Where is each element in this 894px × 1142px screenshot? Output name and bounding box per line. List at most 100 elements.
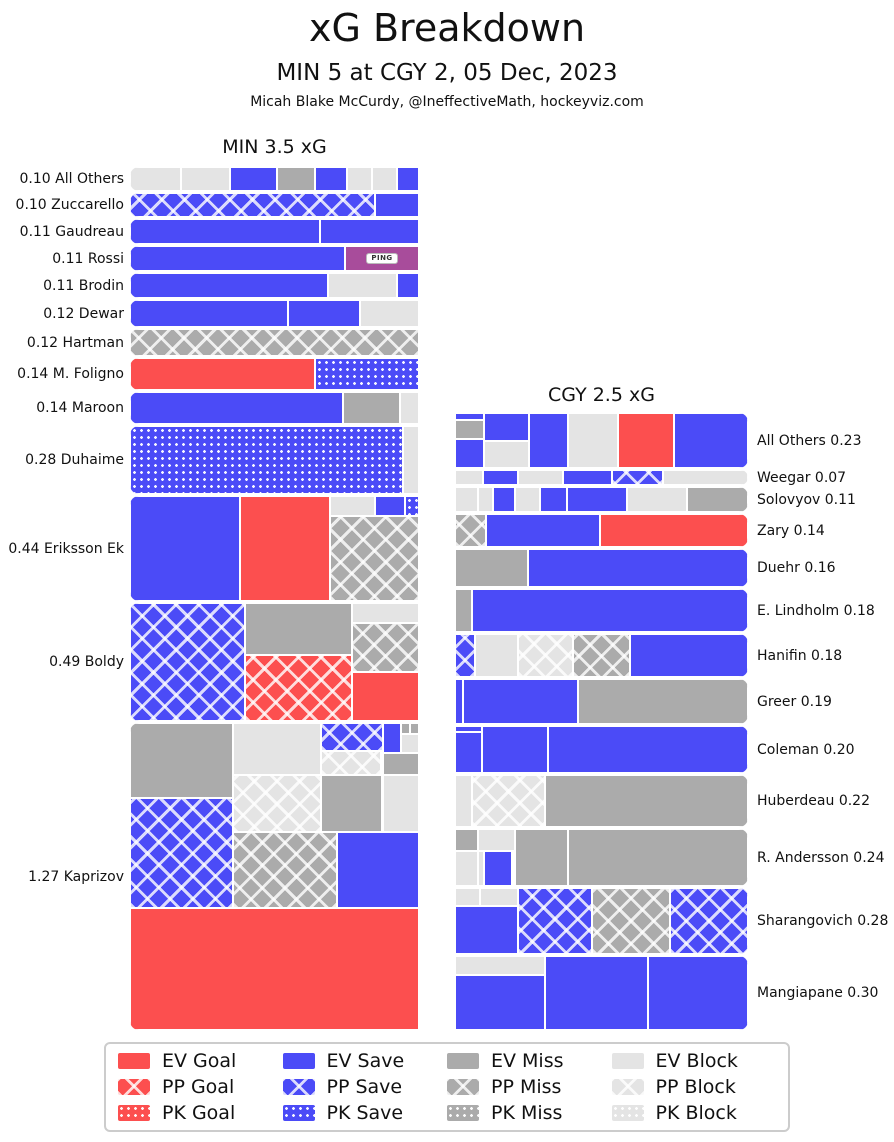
shot-block-pp-miss [232, 831, 337, 909]
legend-swatch-pp-save [282, 1079, 315, 1095]
shot-block-ev-miss [687, 487, 748, 512]
player-row-huberdeau [455, 775, 748, 827]
shot-block-pp-block [517, 634, 574, 677]
player-row-gaudreau [130, 219, 419, 244]
shot-block-ev-miss [245, 603, 352, 655]
shot-block-ev-block [474, 634, 518, 677]
shot-block-ev-block [400, 734, 419, 754]
shot-block-ev-save [397, 273, 419, 298]
legend-swatch-pp-block [611, 1079, 644, 1095]
shot-block-ev-block [347, 167, 372, 191]
shot-block-ev-block [403, 426, 419, 494]
player-label-e-lindholm: E. Lindholm 0.18 [757, 602, 875, 619]
player-label-duhaime: 0.28 Duhaime [25, 452, 124, 468]
shot-block-pp-save [612, 470, 664, 485]
player-row-r-andersson [455, 829, 748, 886]
player-label-zuccarello: 0.10 Zuccarello [15, 197, 124, 213]
shot-block-ping: PING [345, 246, 419, 271]
legend-item-ev-miss: EV Miss [447, 1050, 612, 1072]
player-label-coleman: Coleman 0.20 [757, 741, 855, 758]
legend-swatch-ev-goal [118, 1053, 150, 1069]
chart-title-cgy: CGY 2.5 xG [548, 384, 655, 406]
shot-block-ev-save [455, 413, 484, 420]
player-label-boldy: 0.49 Boldy [49, 654, 124, 670]
legend-label: PK Block [655, 1102, 737, 1124]
player-row-m-foligno [130, 358, 419, 390]
shot-block-ev-miss [382, 753, 419, 775]
shot-block-ev-save [484, 413, 530, 441]
shot-block-pp-block [232, 774, 321, 832]
shot-block-ev-save [563, 470, 613, 485]
legend-label: EV Miss [491, 1050, 564, 1072]
legend-label: PP Miss [491, 1076, 562, 1098]
player-row-hanifin [455, 634, 748, 677]
shot-block-pp-miss [573, 634, 630, 677]
shot-block-ev-save [483, 470, 518, 485]
player-row-all-others [455, 413, 748, 468]
shot-block-ev-block [477, 829, 515, 851]
player-row-sharangovich [455, 888, 748, 954]
shot-block-ev-miss [409, 723, 419, 735]
shot-block-pp-miss [329, 515, 419, 601]
legend-swatch-ev-miss [447, 1053, 479, 1069]
legend-label: PP Block [655, 1076, 736, 1098]
player-label-rossi: 0.11 Rossi [52, 250, 124, 267]
shot-block-ev-miss [455, 549, 528, 587]
shot-block-pp-save [455, 634, 475, 677]
legend-label: EV Goal [162, 1050, 237, 1072]
player-label-mangiapane: Mangiapane 0.30 [757, 985, 879, 1001]
shot-block-ev-miss [544, 775, 748, 827]
player-row-rossi: PING [130, 246, 419, 271]
legend-item-pk-goal: PK Goal [118, 1102, 283, 1124]
shot-block-ev-save [471, 589, 748, 632]
shot-block-ev-miss [455, 589, 472, 632]
shot-block-ev-save [375, 496, 406, 516]
player-label-hanifin: Hanifin 0.18 [757, 647, 843, 664]
legend-swatch-pk-block [611, 1105, 644, 1121]
shot-block-ev-miss [567, 829, 748, 886]
legend-swatch-pk-goal [118, 1105, 150, 1121]
shot-block-ev-save [455, 731, 482, 773]
player-row-hartman [130, 329, 419, 356]
legend-label: PK Goal [162, 1102, 236, 1124]
player-label-huberdeau: Huberdeau 0.22 [757, 793, 870, 809]
shot-block-ev-block [455, 470, 484, 485]
shot-block-ev-save [455, 726, 482, 732]
player-label-zary: Zary 0.14 [757, 522, 825, 539]
shot-block-ev-goal [617, 413, 674, 468]
shot-block-pp-save [517, 888, 593, 954]
shot-block-ev-save [544, 956, 649, 1030]
page-subtitle: MIN 5 at CGY 2, 05 Dec, 2023 [276, 60, 618, 86]
player-label-hartman: 0.12 Hartman [26, 334, 124, 351]
legend-item-pk-block: PK Block [611, 1102, 777, 1124]
legend: EV Goal EV Save EV Miss EV Block PP Goal PP S… [104, 1042, 790, 1132]
shot-block-ev-block [626, 487, 688, 512]
shot-block-ev-block [180, 167, 230, 191]
player-label-gaudreau: 0.11 Gaudreau [19, 223, 124, 240]
shot-block-ev-miss [578, 679, 748, 724]
shot-block-ev-block [399, 392, 419, 424]
legend-label: EV Block [655, 1050, 738, 1072]
shot-block-ev-goal [351, 672, 419, 721]
shot-block-pp-block [320, 750, 381, 775]
player-row-all-others [130, 167, 419, 191]
player-label-kaprizov: 1.27 Kaprizov [28, 868, 124, 885]
shot-block-ev-save [455, 975, 545, 1030]
shot-block-pp-block [471, 775, 545, 827]
shot-block-ev-miss [455, 419, 484, 439]
shot-block-ev-block [371, 167, 398, 191]
shot-block-ev-save [648, 956, 748, 1030]
player-row-duhaime [130, 426, 419, 494]
shot-block-ev-block [479, 888, 518, 907]
legend-swatch-ev-block [611, 1053, 644, 1069]
shot-block-ev-save [455, 439, 484, 468]
shot-block-pp-save [320, 723, 383, 751]
shot-block-pk-save [405, 496, 419, 516]
player-row-maroon [130, 392, 419, 424]
shot-block-ev-save [462, 679, 579, 724]
shot-block-pp-miss [351, 623, 419, 673]
shot-block-ev-miss [342, 392, 400, 424]
player-label-dewar: 0.12 Dewar [43, 305, 124, 322]
player-row-duehr [455, 549, 748, 587]
player-row-kaprizov [130, 723, 419, 1030]
